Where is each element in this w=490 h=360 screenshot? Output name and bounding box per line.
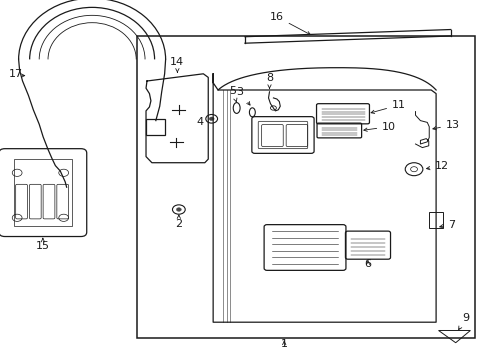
Text: 1: 1: [281, 339, 288, 350]
Text: 10: 10: [364, 122, 396, 132]
Text: 8: 8: [266, 73, 273, 89]
Text: 11: 11: [371, 100, 406, 113]
Text: 13: 13: [433, 120, 460, 130]
Circle shape: [209, 117, 214, 121]
Text: 12: 12: [426, 161, 449, 171]
Text: 2: 2: [175, 215, 182, 229]
Text: 9: 9: [459, 313, 469, 330]
Text: 3: 3: [237, 87, 250, 105]
Bar: [137, 36, 475, 338]
Text: 6: 6: [365, 259, 371, 269]
Circle shape: [176, 208, 181, 211]
Text: 15: 15: [36, 238, 50, 252]
Text: 14: 14: [171, 57, 184, 72]
Text: 16: 16: [270, 12, 310, 35]
Text: 7: 7: [440, 220, 456, 230]
Text: 17: 17: [9, 69, 23, 79]
Text: 5: 5: [229, 86, 237, 102]
Text: 4: 4: [196, 117, 203, 127]
